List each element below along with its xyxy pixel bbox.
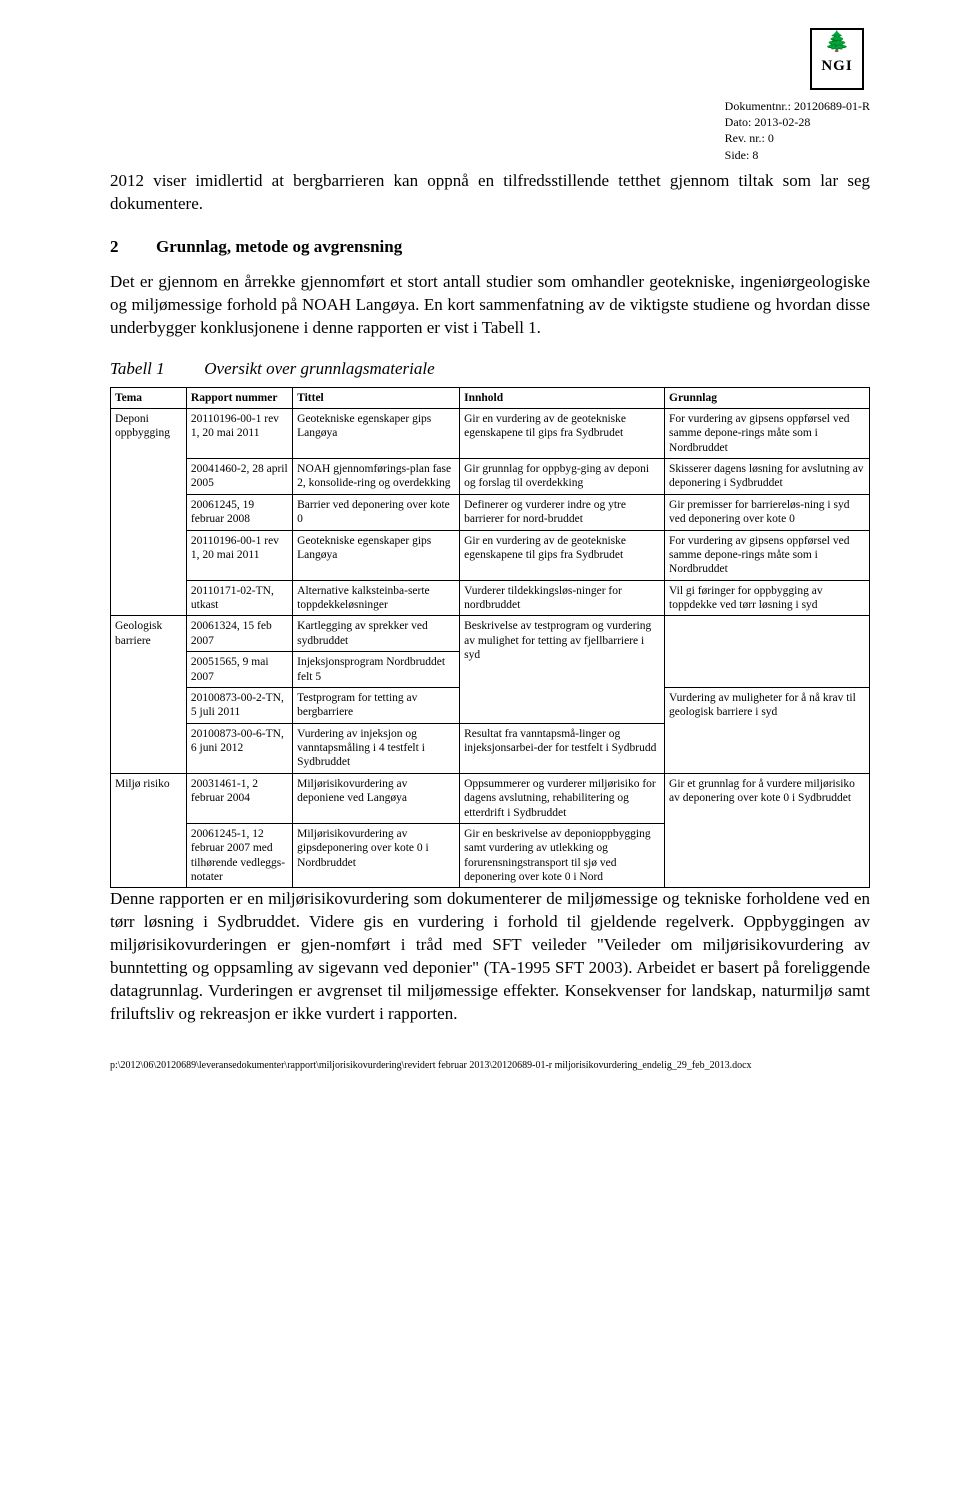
- cell-grunnlag: [665, 616, 870, 688]
- cell-innhold: Gir en beskrivelse av deponioppbygging s…: [460, 823, 665, 888]
- paragraph-intro: 2012 viser imidlertid at bergbarrieren k…: [110, 170, 870, 216]
- dato-label: Dato:: [725, 115, 755, 129]
- dato-value: 2013-02-28: [754, 115, 810, 129]
- table-label: Tabell 1: [110, 358, 200, 381]
- th-grunnlag: Grunnlag: [665, 387, 870, 408]
- table-row: 20041460-2, 28 april 2005 NOAH gjennomfø…: [111, 459, 870, 495]
- cell-rapport: 20100873-00-6-TN, 6 juni 2012: [186, 723, 292, 773]
- cell-rapport: 20041460-2, 28 april 2005: [186, 459, 292, 495]
- cell-innhold: Definerer og vurderer indre og ytre barr…: [460, 494, 665, 530]
- cell-tittel: Geotekniske egenskaper gips Langøya: [293, 530, 460, 580]
- table-row: Geologisk barriere 20061324, 15 feb 2007…: [111, 616, 870, 652]
- cell-grunnlag: Gir premisser for barriereløs-ning i syd…: [665, 494, 870, 530]
- cell-rapport: 20061245, 19 februar 2008: [186, 494, 292, 530]
- cell-rapport: 20110171-02-TN, utkast: [186, 580, 292, 616]
- cell-innhold: Gir en vurdering av de geotekniske egens…: [460, 530, 665, 580]
- cell-innhold: Gir grunnlag for oppbyg-ging av deponi o…: [460, 459, 665, 495]
- side-label: Side:: [725, 148, 753, 162]
- side-value: 8: [752, 148, 758, 162]
- overview-table: Tema Rapport nummer Tittel Innhold Grunn…: [110, 387, 870, 889]
- document-meta: Dokumentnr.: 20120689-01-R Dato: 2013-02…: [725, 98, 870, 163]
- body-content: 2012 viser imidlertid at bergbarrieren k…: [110, 170, 870, 1026]
- cell-tittel: Testprogram for tetting av bergbarriere: [293, 687, 460, 723]
- ngi-logo: 🌲 NGI: [810, 28, 864, 90]
- th-innhold: Innhold: [460, 387, 665, 408]
- th-rapport: Rapport nummer: [186, 387, 292, 408]
- table-row: Miljø risiko 20031461-1, 2 februar 2004 …: [111, 773, 870, 823]
- th-tittel: Tittel: [293, 387, 460, 408]
- cell-tittel: Alternative kalksteinba-serte toppdekkel…: [293, 580, 460, 616]
- tree-icon: 🌲: [812, 30, 862, 54]
- cell-tema: Deponi oppbygging: [111, 408, 187, 616]
- cell-tittel: Vurdering av injeksjon og vanntapsmåling…: [293, 723, 460, 773]
- cell-grunnlag: Vil gi føringer for oppbygging av toppde…: [665, 580, 870, 616]
- cell-tittel: Miljørisikovurdering av gipsdeponering o…: [293, 823, 460, 888]
- docnr-label: Dokumentnr.:: [725, 99, 794, 113]
- logo-text: NGI: [812, 58, 862, 75]
- table-header-row: Tema Rapport nummer Tittel Innhold Grunn…: [111, 387, 870, 408]
- cell-grunnlag: Vurdering av muligheter for å nå krav ti…: [665, 687, 870, 773]
- paragraph-after-table: Denne rapporten er en miljørisikovurderi…: [110, 888, 870, 1026]
- table-caption: Tabell 1 Oversikt over grunnlagsmaterial…: [110, 358, 870, 381]
- cell-tittel: Miljørisikovurdering av deponiene ved La…: [293, 773, 460, 823]
- cell-rapport: 20110196-00-1 rev 1, 20 mai 2011: [186, 408, 292, 458]
- cell-grunnlag: For vurdering av gipsens oppførsel ved s…: [665, 530, 870, 580]
- docnr-value: 20120689-01-R: [794, 99, 870, 113]
- table-title: Oversikt over grunnlagsmateriale: [204, 359, 434, 378]
- cell-tittel: Barrier ved deponering over kote 0: [293, 494, 460, 530]
- cell-rapport: 20061324, 15 feb 2007: [186, 616, 292, 652]
- cell-innhold: Beskrivelse av testprogram og vurdering …: [460, 616, 665, 723]
- cell-tittel: NOAH gjennomførings-plan fase 2, konsoli…: [293, 459, 460, 495]
- section-title: Grunnlag, metode og avgrensning: [156, 236, 402, 259]
- table-row: 20110196-00-1 rev 1, 20 mai 2011 Geotekn…: [111, 530, 870, 580]
- cell-grunnlag: For vurdering av gipsens oppførsel ved s…: [665, 408, 870, 458]
- table-row: Deponi oppbygging 20110196-00-1 rev 1, 2…: [111, 408, 870, 458]
- cell-rapport: 20100873-00-2-TN, 5 juli 2011: [186, 687, 292, 723]
- rev-value: 0: [768, 131, 774, 145]
- cell-innhold: Gir en vurdering av de geotekniske egens…: [460, 408, 665, 458]
- cell-grunnlag: Gir et grunnlag for å vurdere miljørisik…: [665, 773, 870, 888]
- cell-tittel: Geotekniske egenskaper gips Langøya: [293, 408, 460, 458]
- footer-path: p:\2012\06\20120689\leveransedokumenter\…: [110, 1060, 870, 1071]
- cell-rapport: 20031461-1, 2 februar 2004: [186, 773, 292, 823]
- cell-grunnlag: Skisserer dagens løsning for avslutning …: [665, 459, 870, 495]
- cell-rapport: 20051565, 9 mai 2007: [186, 652, 292, 688]
- table-row: 20061245, 19 februar 2008 Barrier ved de…: [111, 494, 870, 530]
- paragraph-section: Det er gjennom en årrekke gjennomført et…: [110, 271, 870, 340]
- th-tema: Tema: [111, 387, 187, 408]
- cell-innhold: Vurderer tildekkingsløs-ninger for nordb…: [460, 580, 665, 616]
- cell-tittel: Kartlegging av sprekker ved sydbruddet: [293, 616, 460, 652]
- cell-innhold: Resultat fra vanntapsmå-linger og injeks…: [460, 723, 665, 773]
- cell-rapport: 20061245-1, 12 februar 2007 med tilhøren…: [186, 823, 292, 888]
- cell-rapport: 20110196-00-1 rev 1, 20 mai 2011: [186, 530, 292, 580]
- document-page: 🌲 NGI Dokumentnr.: 20120689-01-R Dato: 2…: [0, 0, 960, 1131]
- rev-label: Rev. nr.:: [725, 131, 768, 145]
- cell-tittel: Injeksjonsprogram Nordbruddet felt 5: [293, 652, 460, 688]
- cell-tema: Miljø risiko: [111, 773, 187, 888]
- table-row: 20110171-02-TN, utkast Alternative kalks…: [111, 580, 870, 616]
- section-number: 2: [110, 236, 156, 259]
- section-heading: 2 Grunnlag, metode og avgrensning: [110, 236, 870, 259]
- cell-innhold: Oppsummerer og vurderer miljørisiko for …: [460, 773, 665, 823]
- cell-tema: Geologisk barriere: [111, 616, 187, 773]
